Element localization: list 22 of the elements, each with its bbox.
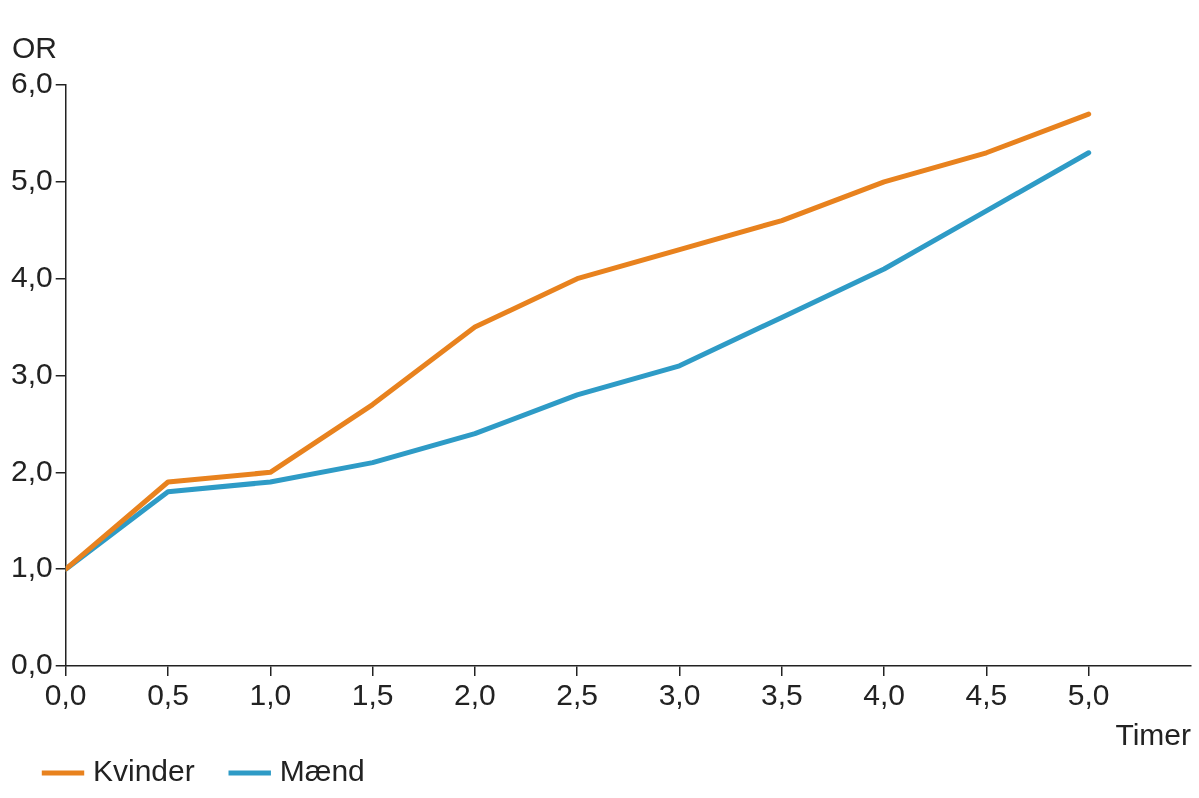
y-tick-label: 1,0 bbox=[10, 550, 53, 584]
x-axis-title: Timer bbox=[1115, 718, 1191, 752]
x-tick-label: 3,0 bbox=[658, 678, 701, 712]
x-tick-label: 0,5 bbox=[147, 678, 189, 712]
x-tick-label: 5,0 bbox=[1067, 678, 1110, 712]
legend-label: Mænd bbox=[279, 754, 365, 788]
x-tick-label: 1,5 bbox=[351, 678, 394, 712]
x-tick-label: 2,5 bbox=[556, 678, 599, 712]
x-tick-label: 4,5 bbox=[965, 678, 1008, 712]
legend-label: Kvinder bbox=[93, 754, 195, 788]
y-tick-label: 3,0 bbox=[10, 356, 53, 390]
y-tick-label: 4,0 bbox=[10, 259, 53, 293]
y-tick-label: 5,0 bbox=[10, 163, 53, 197]
x-tick-label: 4,0 bbox=[863, 678, 905, 712]
y-tick-label: 0,0 bbox=[10, 647, 53, 681]
x-tick-label: 2,0 bbox=[454, 678, 496, 712]
y-tick-label: 6,0 bbox=[10, 66, 53, 100]
x-tick-label: 1,0 bbox=[249, 678, 292, 712]
y-tick-label: 2,0 bbox=[10, 453, 53, 487]
y-axis-title: OR bbox=[12, 31, 57, 65]
x-tick-label: 3,5 bbox=[760, 678, 803, 712]
x-tick-label: 0,0 bbox=[44, 678, 87, 712]
